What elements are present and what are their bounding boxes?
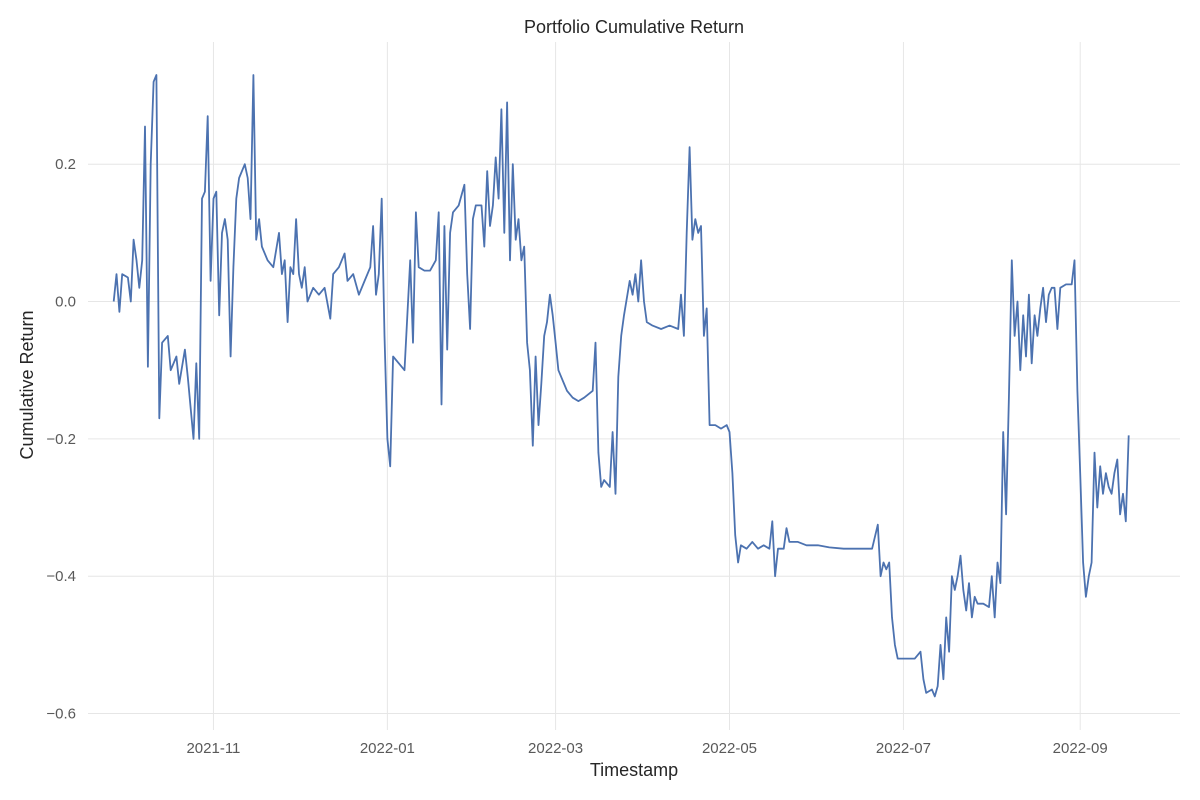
x-tick-label: 2022-09 (1053, 740, 1108, 757)
gridlines (88, 42, 1180, 730)
y-tick-label: −0.6 (46, 706, 76, 723)
x-tick-labels: 2021-11 2022-01 2022-03 2022-05 2022-07 2022-… (186, 740, 1107, 757)
y-tick-label: 0.0 (55, 294, 76, 311)
y-tick-label: −0.4 (46, 568, 76, 585)
x-axis-label: Timestamp (590, 760, 678, 780)
x-tick-label: 2021-11 (186, 740, 240, 757)
y-axis-label: Cumulative Return (17, 310, 37, 459)
chart-title: Portfolio Cumulative Return (524, 17, 744, 37)
x-tick-label: 2022-01 (360, 740, 415, 757)
y-tick-labels: 0.2 0.0 −0.2 −0.4 −0.6 (46, 156, 76, 722)
y-tick-label: 0.2 (55, 156, 76, 173)
x-tick-label: 2022-05 (702, 740, 757, 757)
y-tick-label: −0.2 (46, 431, 76, 448)
x-tick-label: 2022-03 (528, 740, 583, 757)
series-line (112, 74, 1130, 698)
x-tick-label: 2022-07 (876, 740, 931, 757)
